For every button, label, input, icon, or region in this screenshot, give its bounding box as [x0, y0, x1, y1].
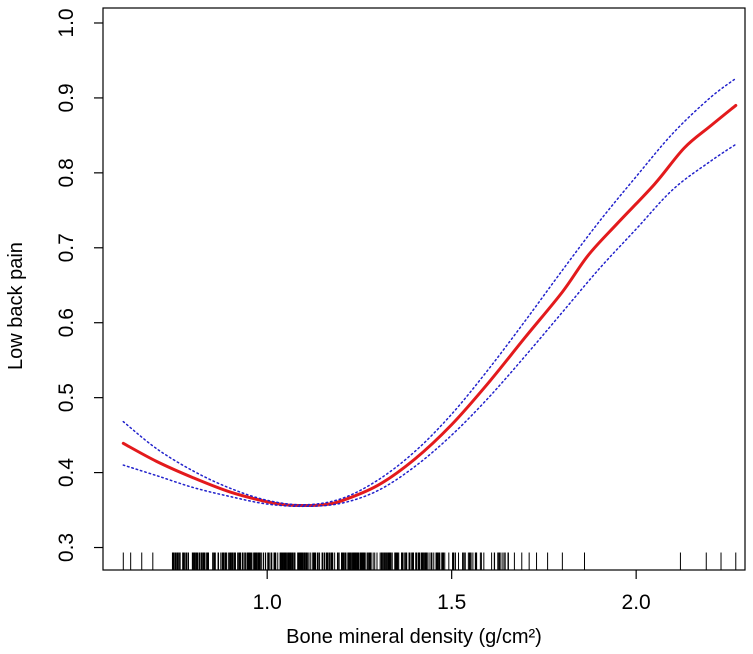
ci-upper-line — [122, 77, 737, 506]
y-tick-label: 1.0 — [55, 8, 78, 37]
y-axis-title: Low back pain — [5, 242, 27, 370]
x-axis-title: Bone mineral density (g/cm²) — [286, 626, 542, 648]
plot-frame — [102, 7, 746, 571]
axes: 1.0 1.5 2.0 0.3 0.4 0.5 0.6 0.7 0.8 0.9 1.0 — [55, 7, 746, 614]
y-tick-label: 0.8 — [55, 158, 78, 187]
x-tick-label: 1.0 — [253, 591, 282, 614]
y-tick-label: 0.9 — [55, 83, 78, 112]
plot-area — [121, 77, 738, 508]
y-tick-label: 0.7 — [55, 233, 78, 262]
y-tick-label: 0.4 — [55, 458, 78, 488]
y-tick-label: 0.3 — [55, 533, 78, 562]
fit-line — [121, 103, 738, 508]
x-tick-label: 2.0 — [622, 591, 651, 614]
y-tick-label: 0.6 — [55, 308, 78, 337]
ci-lower-line — [122, 143, 737, 508]
y-tick-label: 0.5 — [55, 383, 78, 412]
x-tick-label: 1.5 — [437, 591, 466, 614]
rug-marks — [122, 552, 737, 570]
